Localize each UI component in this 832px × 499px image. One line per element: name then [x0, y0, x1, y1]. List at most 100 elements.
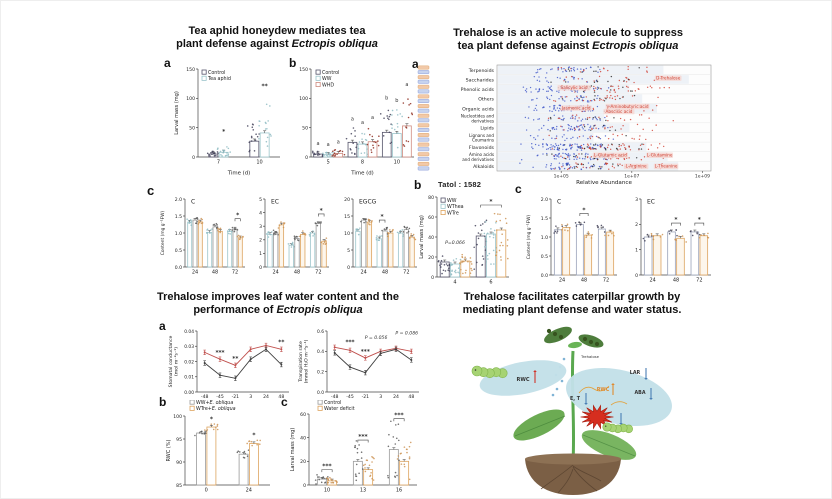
svg-text:20: 20: [344, 197, 350, 203]
svg-text:Jasmonic acid: Jasmonic acid: [561, 105, 591, 110]
legend-swatch: [201, 69, 207, 75]
legend-label: Control: [322, 70, 339, 76]
up-count-chip: [417, 94, 430, 99]
svg-text:2: 2: [259, 238, 262, 244]
legend-label: WW: [447, 198, 457, 204]
svg-text:EC: EC: [271, 199, 279, 206]
svg-text:0.6: 0.6: [317, 329, 324, 335]
svg-text:100: 100: [173, 414, 182, 420]
svg-text:P = 0.056: P = 0.056: [365, 335, 388, 341]
bar: [361, 219, 367, 268]
down-count-chip: [417, 137, 430, 142]
down-count-chip: [417, 89, 430, 94]
svg-text:ABA: ABA: [634, 390, 645, 396]
svg-text:E, T: E, T: [570, 396, 581, 402]
svg-text:***: ***: [394, 412, 404, 419]
svg-text:0.00: 0.00: [184, 390, 194, 396]
svg-text:3: 3: [249, 394, 252, 400]
bar: [217, 230, 223, 268]
bar: [237, 237, 243, 268]
legend-swatch: [317, 405, 323, 411]
tl-panel-b-label: b: [289, 56, 297, 70]
svg-text:a: a: [361, 120, 364, 126]
br-title-line1: Trehalose facilitates caterpillar growth…: [463, 291, 681, 303]
bar: [676, 237, 685, 276]
plant-illustration: Trehalose RWC E, T RWC LAR ABA: [461, 317, 686, 497]
bl_a1-svg: 0.00 0.01 0.02 0.03 0.04 Stomatal conductance…: [168, 329, 289, 400]
bar: [273, 232, 279, 268]
bar: [197, 221, 203, 268]
svg-text:Time (d): Time (d): [227, 171, 251, 177]
svg-text:0: 0: [635, 273, 638, 279]
bl-title-line1: Trehalose improves leaf water content an…: [156, 291, 400, 303]
svg-text:48: 48: [382, 270, 388, 276]
svg-text:0.4: 0.4: [317, 349, 324, 355]
chart-tl-a-larval-mass: 0 50 100 150 Larval mass (mg) 7 10 Time (d) * ** C…: [171, 63, 283, 177]
svg-text:Lignans and: Lignans and: [469, 133, 494, 138]
svg-text:20: 20: [300, 459, 306, 465]
legend-label: Control: [208, 70, 225, 76]
svg-text:48: 48: [278, 394, 284, 400]
svg-text:50: 50: [189, 125, 195, 131]
svg-text:1.5: 1.5: [175, 214, 182, 220]
bl-title: Trehalose improves leaf water content an…: [139, 291, 417, 317]
svg-text:24: 24: [360, 270, 366, 276]
svg-text:0: 0: [205, 488, 208, 494]
svg-text:10: 10: [394, 160, 400, 166]
legend-swatch: [315, 75, 321, 81]
up-count-chip: [417, 104, 430, 108]
svg-text:1: 1: [635, 247, 638, 253]
svg-text:-21: -21: [232, 394, 240, 400]
bar: [187, 221, 193, 268]
svg-text:72: 72: [232, 270, 238, 276]
chart-bl-b-rwc: 85 90 95 100 RWC (%) 0 24 * * WW+E. obliqua WTre+E…: [163, 399, 275, 496]
bar: [699, 235, 709, 276]
up-count-chip: [417, 142, 430, 147]
tl_c_EGCG-svg: 0 5 10 15 20 EGCG 24 48 72 *: [344, 197, 417, 276]
svg-text:Saccharides: Saccharides: [466, 77, 495, 83]
bar: [366, 221, 373, 268]
up-count-chip: [417, 152, 430, 157]
svg-text:Phenolic acids: Phenolic acids: [461, 87, 495, 93]
chart-tl-c-catechin: 0.0 0.5 1.0 1.5 2.0 Content (mg g⁻¹FW) C 24 48 72…: [157, 191, 247, 279]
svg-text:0: 0: [305, 155, 308, 161]
svg-text:1e+05: 1e+05: [554, 174, 569, 180]
plant-illustration-svg: Trehalose RWC E, T RWC LAR ABA: [471, 326, 672, 495]
tl-panel-c-label: c: [147, 183, 155, 198]
bl-panel-b-label: b: [159, 395, 167, 409]
svg-text:Time (d): Time (d): [350, 171, 374, 177]
svg-text:5: 5: [347, 248, 350, 254]
svg-text:0: 0: [347, 265, 350, 271]
svg-text:10: 10: [344, 231, 350, 237]
svg-text:0: 0: [259, 265, 262, 271]
bar: [382, 230, 388, 268]
legend-swatch: [440, 203, 446, 209]
svg-text:3: 3: [259, 224, 262, 230]
down-count-chip: [417, 108, 430, 113]
bar: [278, 224, 285, 268]
svg-text:***: ***: [322, 463, 332, 470]
svg-text:24: 24: [263, 394, 269, 400]
bar: [652, 235, 662, 276]
svg-text:72: 72: [403, 270, 409, 276]
svg-text:72: 72: [603, 278, 609, 284]
svg-text:0: 0: [303, 483, 306, 489]
svg-text:b: b: [395, 98, 398, 104]
svg-text:*: *: [381, 214, 385, 221]
up-count-chip: [417, 84, 430, 89]
line-series: [204, 348, 282, 379]
svg-text:7: 7: [217, 160, 220, 166]
svg-text:Larval mass (mg): Larval mass (mg): [174, 91, 180, 135]
br-title: Trehalose facilitates caterpillar growth…: [431, 291, 713, 317]
svg-text:L-Glutamine: L-Glutamine: [647, 153, 673, 158]
svg-text:13: 13: [360, 488, 366, 494]
svg-text:(mol m⁻²s⁻¹): (mol m⁻²s⁻¹): [174, 347, 180, 376]
bar: [690, 231, 700, 276]
svg-text:90: 90: [176, 460, 182, 466]
svg-text:Larval mass (mg): Larval mass (mg): [419, 215, 425, 259]
bl_a2-svg: 0.0 0.2 0.4 0.6 Transpiration rate (mmol H₂O …: [298, 329, 419, 400]
down-count-chip: [417, 147, 430, 152]
bar: [347, 141, 358, 158]
svg-text:Content (mg g⁻¹FW): Content (mg g⁻¹FW): [160, 210, 166, 255]
